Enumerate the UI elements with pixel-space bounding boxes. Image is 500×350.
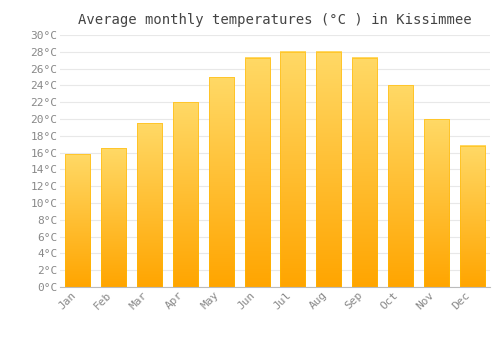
Bar [137,123,162,287]
Bar [244,58,270,287]
Bar [316,52,342,287]
Bar [388,85,413,287]
Bar [66,154,90,287]
Bar [352,58,377,287]
Bar [280,52,305,287]
Title: Average monthly temperatures (°C ) in Kissimmee: Average monthly temperatures (°C ) in Ki… [78,13,472,27]
Bar [208,77,234,287]
Bar [173,102,198,287]
Bar [101,148,126,287]
Bar [424,119,449,287]
Bar [460,146,484,287]
